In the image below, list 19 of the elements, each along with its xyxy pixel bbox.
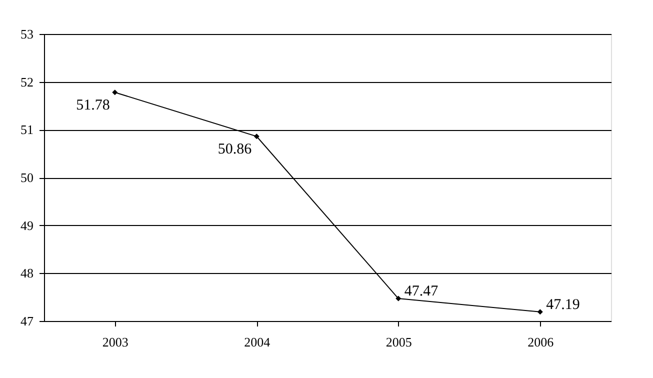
- data-label: 47.19: [546, 296, 580, 313]
- data-label: 50.86: [218, 141, 252, 158]
- y-tick-label: 53: [20, 26, 34, 42]
- y-tick-label: 48: [20, 266, 34, 281]
- y-tick-label: 49: [20, 218, 34, 233]
- point: [396, 296, 402, 302]
- point: [112, 90, 118, 96]
- x-tick-label: 2005: [386, 334, 412, 350]
- y-tick-label: 52: [20, 74, 34, 90]
- x-tick-label: 2004: [244, 334, 271, 350]
- y-tick-label: 50: [20, 170, 34, 185]
- point: [254, 134, 260, 140]
- data-label: 47.47: [404, 284, 439, 300]
- point: [537, 309, 543, 315]
- x-tick-label: 2006: [528, 334, 554, 350]
- data-label: 51.78: [76, 97, 110, 114]
- x-tick-label: 2003: [102, 334, 128, 350]
- y-tick-label: 47: [20, 314, 34, 328]
- y-tick-label: 51: [20, 122, 34, 138]
